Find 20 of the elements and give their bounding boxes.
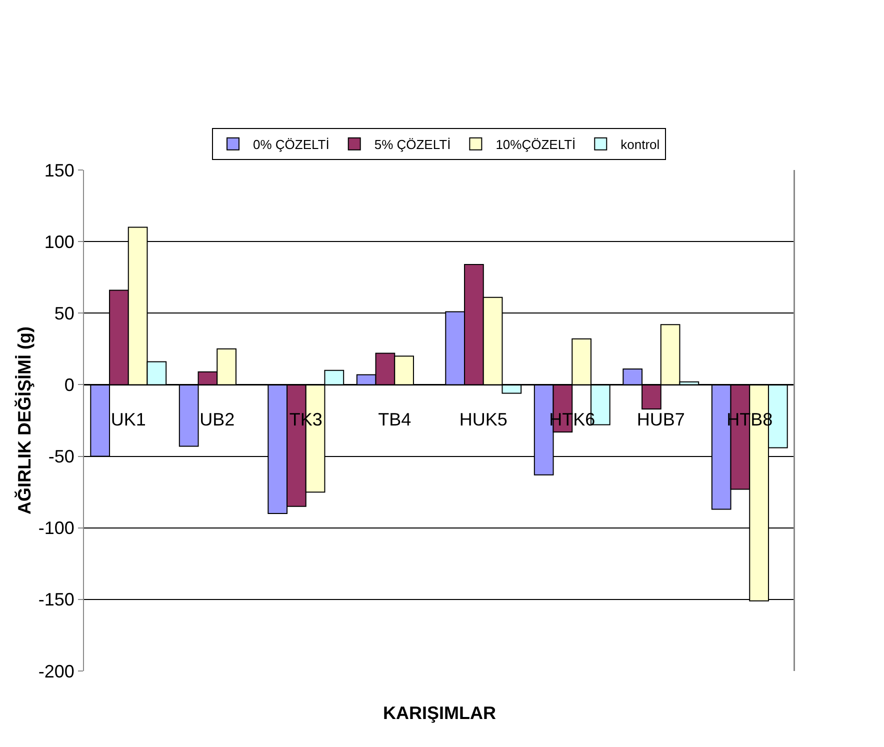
x-tick-label: HUB7 [636, 409, 685, 430]
x-axis-title: KARIŞIMLAR [383, 703, 496, 723]
legend-label: 5% ÇÖZELTİ [374, 137, 451, 152]
x-tick-label: TK3 [289, 409, 322, 430]
y-tick-label: -50 [48, 446, 74, 467]
x-tick-label: TB4 [378, 409, 412, 430]
y-tick-label: 150 [44, 160, 74, 180]
y-tick-label: 100 [44, 232, 74, 252]
x-tick-label: UB2 [200, 409, 235, 430]
legend-label: 0% ÇÖZELTİ [253, 137, 330, 152]
y-tick-label: -100 [38, 518, 74, 538]
x-tick-label: UK1 [110, 409, 146, 430]
y-tick-label: 50 [54, 303, 74, 324]
y-tick-label: -200 [38, 661, 74, 682]
legend-label: 10%ÇÖZELTİ [496, 137, 576, 152]
y-tick-label: 0 [64, 375, 74, 396]
x-tick-label: HUK5 [459, 409, 508, 430]
legend-label: kontrol [620, 137, 660, 152]
y-axis-title: AĞIRLIK DEĞİŞİMİ (g) [14, 326, 35, 514]
y-tick-label: -150 [38, 590, 74, 610]
